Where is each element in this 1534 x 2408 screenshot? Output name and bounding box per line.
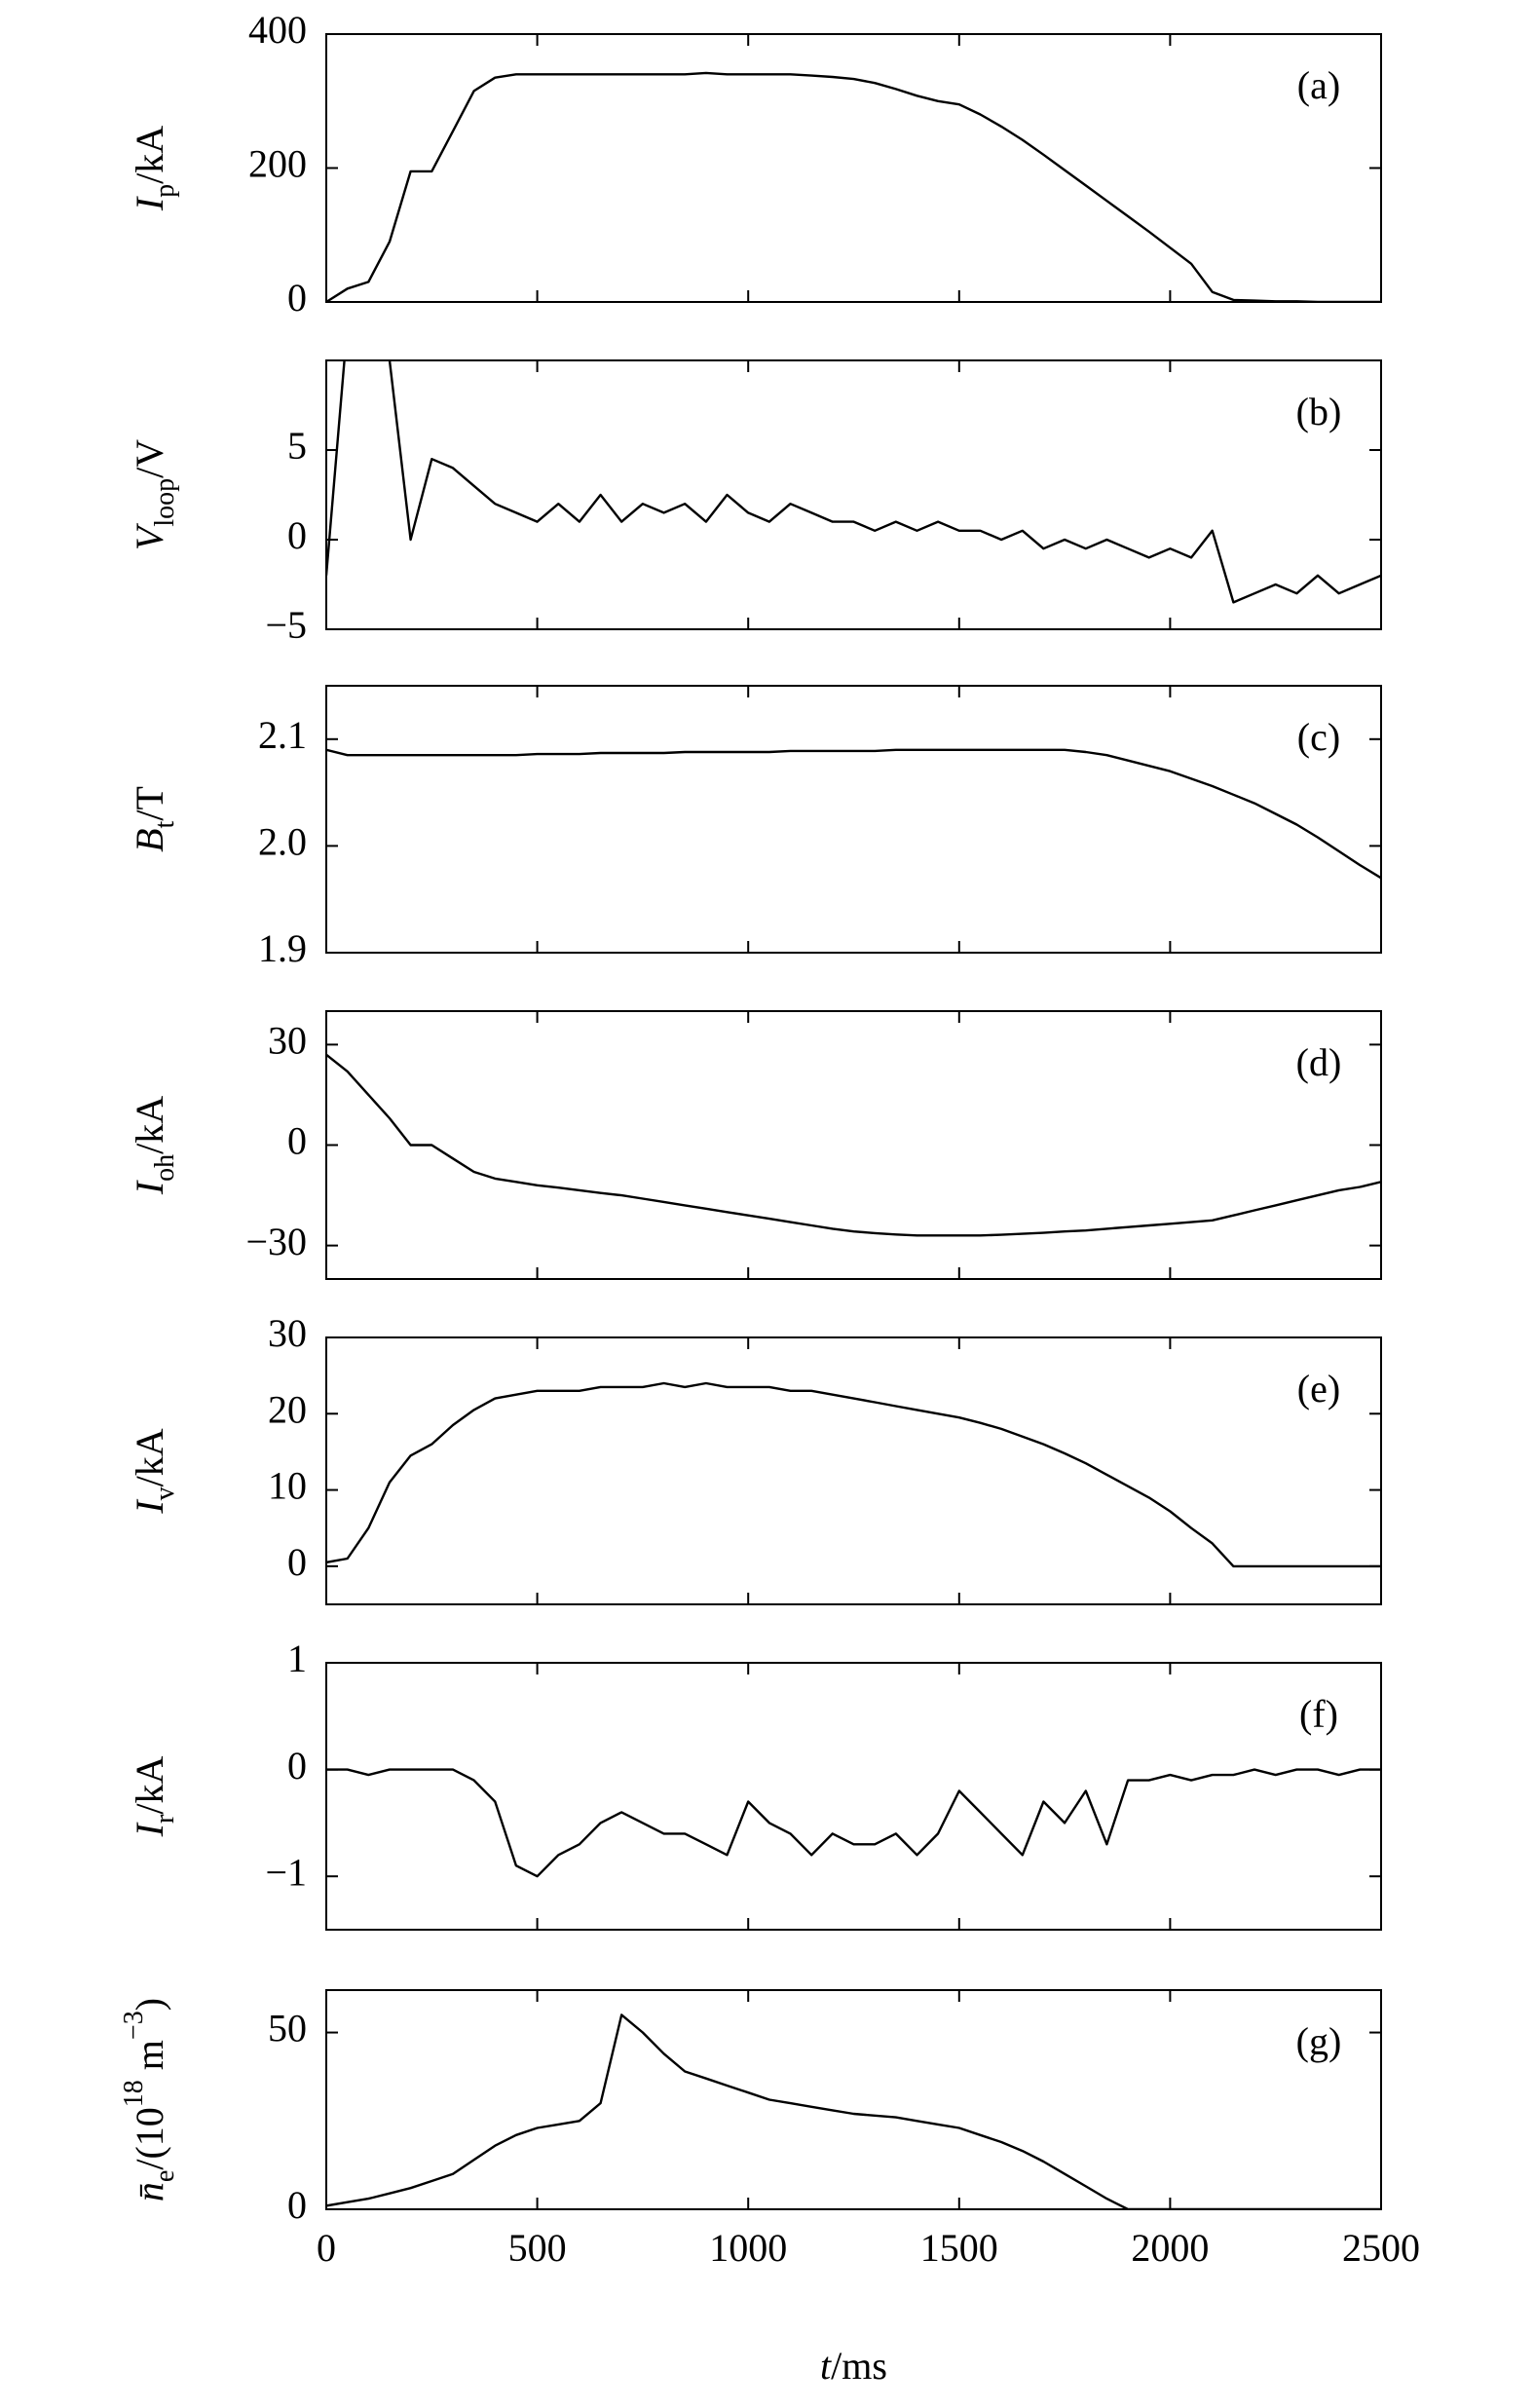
y-tick-label: 20 (268, 1387, 307, 1431)
panel-label: (g) (1296, 2019, 1342, 2063)
panel-frame (325, 33, 1382, 303)
y-tick-label: −30 (245, 1220, 307, 1263)
panel-frame (325, 685, 1382, 954)
y-tick-label: 200 (248, 142, 307, 186)
x-tick-label: 0 (317, 2226, 336, 2270)
panel-frame (325, 1662, 1382, 1931)
signal-line (326, 71, 1381, 302)
y-tick-label: 1 (287, 1637, 307, 1680)
y-tick-label: −5 (265, 603, 307, 647)
x-tick-label: 500 (508, 2226, 567, 2270)
y-tick-label: 400 (248, 8, 307, 52)
signal-line (326, 748, 1381, 880)
signal-line (326, 2013, 1381, 2209)
y-tick-label: 0 (287, 1540, 307, 1584)
y-axis-label: Ioh/kA (128, 1096, 180, 1195)
panel-label: (f) (1299, 1692, 1338, 1736)
y-tick-label: 30 (268, 1019, 307, 1063)
panel-label: (c) (1297, 715, 1340, 759)
y-tick-label: 0 (287, 1119, 307, 1163)
y-tick-label: 0 (287, 2183, 307, 2227)
y-tick-label: 0 (287, 1744, 307, 1787)
y-tick-label: 30 (268, 1311, 307, 1355)
panel-label: (d) (1296, 1040, 1342, 1084)
panel-frame (325, 1010, 1382, 1280)
y-tick-label: 50 (268, 2007, 307, 2051)
signal-line (326, 1768, 1381, 1878)
panel-frame (325, 359, 1382, 630)
y-axis-label: Ip/kA (128, 126, 180, 211)
y-tick-label: −1 (265, 1850, 307, 1894)
y-axis-label: Ir/kA (128, 1756, 180, 1838)
y-tick-label: 2.0 (258, 820, 307, 864)
panel-label: (e) (1297, 1367, 1340, 1411)
y-tick-label: 0 (287, 276, 307, 320)
y-axis-label: n̄e/(1018 m−3) (119, 1998, 180, 2201)
panel-label: (a) (1297, 63, 1340, 107)
y-tick-label: 10 (268, 1464, 307, 1508)
x-axis-label: t/ms (820, 2344, 887, 2388)
y-axis-label: Iv/kA (128, 1428, 180, 1514)
y-tick-label: 2.1 (258, 713, 307, 757)
y-tick-label: 0 (287, 513, 307, 557)
signal-line (326, 1381, 1381, 1568)
x-tick-label: 2000 (1131, 2226, 1209, 2270)
y-tick-label: 5 (287, 424, 307, 468)
panel-frame (325, 1336, 1382, 1605)
signal-line (326, 360, 1381, 604)
panel-frame (325, 1989, 1382, 2210)
signal-line (326, 1053, 1381, 1237)
x-tick-label: 2500 (1342, 2226, 1420, 2270)
x-tick-label: 1000 (709, 2226, 787, 2270)
x-tick-label: 1500 (920, 2226, 998, 2270)
panel-label: (b) (1296, 390, 1342, 433)
y-axis-label: Vloop/V (128, 439, 180, 550)
y-axis-label: Bt/T (128, 786, 180, 852)
y-tick-label: 1.9 (258, 926, 307, 970)
